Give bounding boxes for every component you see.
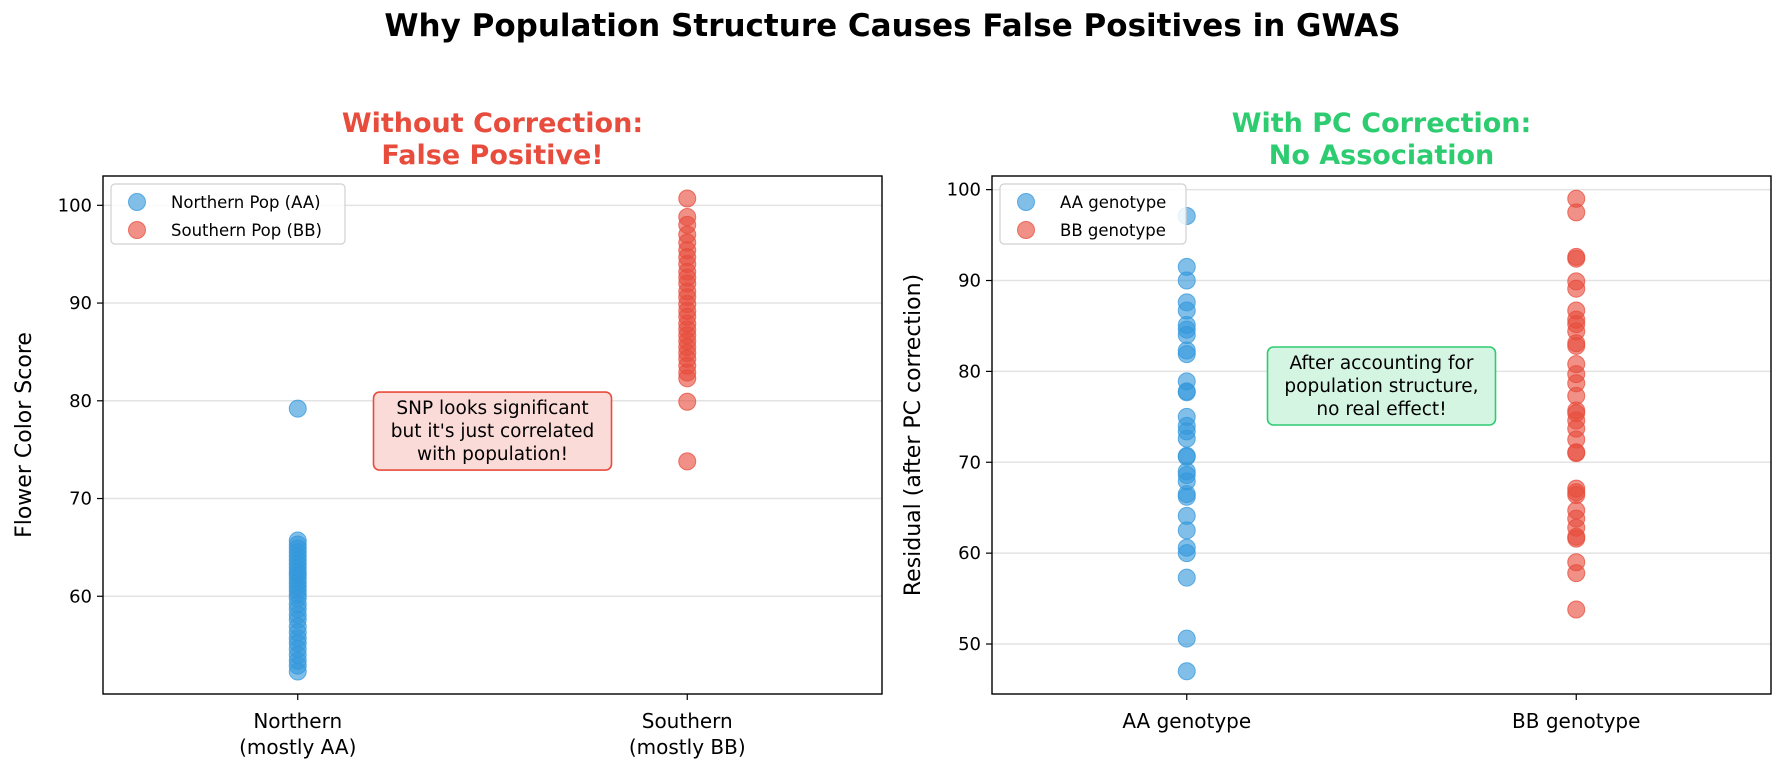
annotation-box (372, 391, 613, 471)
y-axis-label: Flower Color Score (12, 332, 37, 538)
data-point (288, 662, 307, 681)
legend-marker (128, 193, 146, 211)
plot-frame (991, 175, 1772, 695)
chart-panel-1: 60 70 80 90 100 Northern(mostly AA) Southern(m… (12, 108, 883, 759)
x-tick-label: AA genotype (1122, 709, 1251, 733)
data-point (1567, 529, 1586, 548)
legend-marker (128, 221, 146, 239)
legend-box (999, 183, 1187, 245)
panel-title: With PC Correction: (1232, 108, 1532, 139)
data-point (1177, 429, 1196, 448)
data-point (678, 452, 697, 471)
data-point (288, 399, 307, 418)
data-point (678, 369, 697, 388)
data-point (1567, 249, 1586, 268)
legend: AA genotype BB genotype (999, 183, 1187, 245)
x-tick-label: Northern (253, 709, 342, 733)
data-point (1567, 203, 1586, 222)
data-point (1567, 564, 1586, 583)
x-tick-label: (mostly AA) (239, 735, 356, 759)
y-tick-label: 100 (947, 180, 981, 201)
data-point (1177, 271, 1196, 290)
annotation-text: population structure, (1284, 376, 1478, 397)
data-point (1567, 336, 1586, 355)
data-point (678, 392, 697, 411)
chart-panel-2: 50 60 70 80 90 100 AA genotype BB genotype Resid… (901, 108, 1772, 733)
legend-marker (1017, 221, 1035, 239)
legend-box (110, 183, 346, 245)
y-tick-label: 60 (69, 586, 92, 607)
annotation-text: with population! (417, 444, 568, 465)
data-point (1177, 326, 1196, 345)
panel-title: No Association (1269, 140, 1495, 171)
legend: Northern Pop (AA) Southern Pop (BB) (110, 183, 346, 245)
legend-label: AA genotype (1060, 193, 1166, 212)
y-tick-label: 90 (69, 293, 92, 314)
plot-frame (102, 175, 883, 695)
panel-title: False Positive! (381, 140, 603, 171)
x-tick-label: Southern (642, 709, 733, 733)
y-tick-label: 70 (958, 452, 981, 473)
data-point (1177, 568, 1196, 587)
data-point (1177, 521, 1196, 540)
data-point (1567, 279, 1586, 298)
data-point (1177, 629, 1196, 648)
y-tick-label: 90 (958, 271, 981, 292)
y-tick-label: 80 (69, 391, 92, 412)
y-tick-label: 70 (69, 489, 92, 510)
y-axis-label: Residual (after PC correction) (901, 274, 926, 596)
annotation-text: but it's just correlated (391, 421, 594, 442)
x-tick-label: BB genotype (1512, 709, 1640, 733)
legend-marker (1017, 193, 1035, 211)
data-point (1177, 487, 1196, 506)
data-point (1177, 345, 1196, 364)
data-point (1177, 544, 1196, 563)
annotation-text: SNP looks significant (396, 398, 588, 419)
y-tick-label: 100 (58, 195, 92, 216)
annotation-text: After accounting for (1290, 353, 1474, 374)
data-point (1567, 485, 1586, 504)
annotation-text: no real effect! (1316, 399, 1446, 420)
data-point (1177, 662, 1196, 681)
data-point (1567, 600, 1586, 619)
legend-label: Southern Pop (BB) (171, 221, 322, 240)
x-tick-label: (mostly BB) (629, 735, 746, 759)
data-point (1567, 444, 1586, 463)
legend-label: Northern Pop (AA) (171, 193, 321, 212)
panel-title: Without Correction: (342, 108, 643, 139)
annotation-box (1266, 346, 1497, 426)
y-tick-label: 50 (958, 634, 981, 655)
y-tick-label: 80 (958, 361, 981, 382)
data-point (1177, 383, 1196, 402)
figure-title: Why Population Structure Causes False Po… (384, 8, 1401, 44)
y-tick-label: 60 (958, 543, 981, 564)
legend-label: BB genotype (1060, 221, 1166, 240)
data-point (678, 189, 697, 208)
